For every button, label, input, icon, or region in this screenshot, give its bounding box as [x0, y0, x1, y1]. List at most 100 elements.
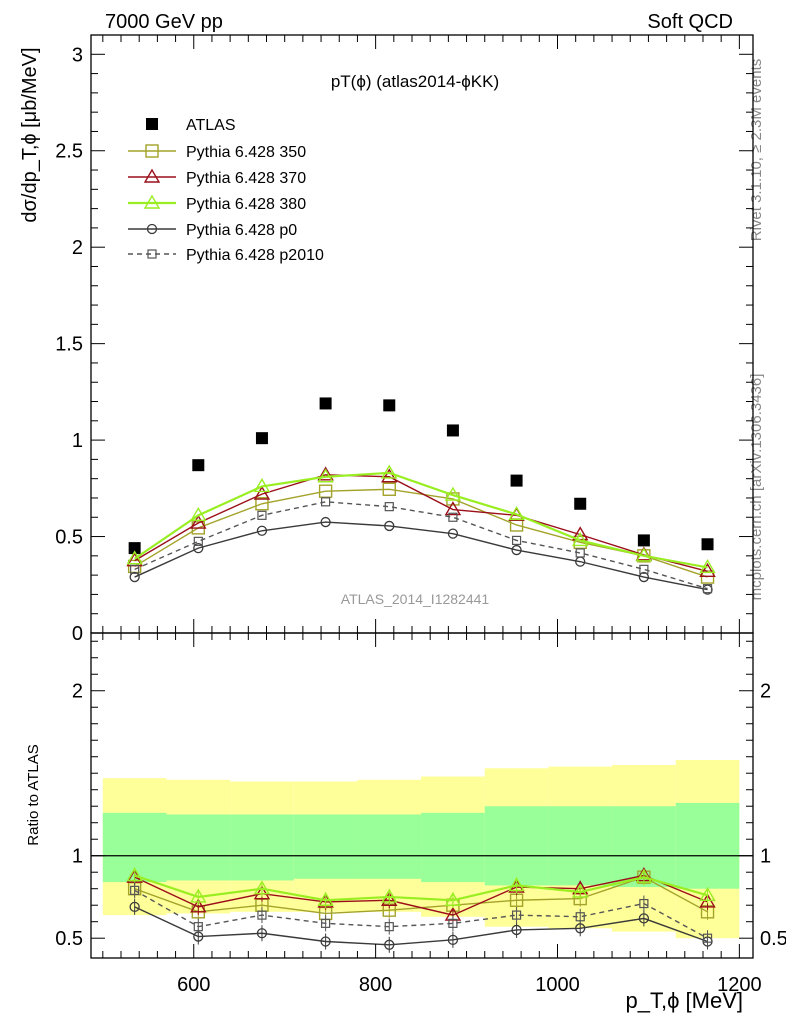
main-point-5-8 [639, 564, 649, 574]
main-point-2-9 [699, 562, 716, 577]
main-ytick-label-3: 1.5 [55, 334, 83, 356]
ratio-point-4-7 [575, 912, 585, 922]
ratio-band-inner-5 [421, 812, 485, 883]
ratio-point-2-9 [699, 886, 716, 902]
legend-label-3: Pythia 6.428 380 [186, 196, 306, 213]
main-point-3-6 [508, 505, 525, 521]
ratio-point-1-4 [381, 891, 398, 906]
main-series-line-5 [134, 501, 708, 590]
ratio-band-inner-7 [548, 806, 613, 886]
ratio-point-2-1 [190, 888, 207, 903]
ratio-ytick-label-right-0: 0.5 [760, 928, 786, 950]
main-point-5-2 [257, 510, 267, 520]
header-left: 7000 GeV pp [105, 11, 223, 33]
legend-marker-1 [145, 144, 159, 158]
ratio-point-3-6 [511, 924, 522, 936]
ratio-point-4-2 [257, 910, 267, 920]
main-series-line-4 [134, 521, 708, 591]
main-ytick-label-4: 2 [72, 237, 83, 259]
legend-label-1: Pythia 6.428 350 [186, 144, 306, 161]
ratio-xtick-label-2: 1000 [535, 974, 580, 996]
legend-label-5: Pythia 6.428 p2010 [186, 247, 324, 264]
legend-marker-0 [146, 118, 158, 130]
main-point-5-5 [448, 512, 458, 522]
main-ytick-label-2: 1 [72, 430, 83, 452]
main-point-3-4 [381, 464, 398, 479]
main-point-5-6 [511, 535, 522, 546]
main-point-4-8 [638, 571, 650, 583]
ratio-point-4-4 [384, 922, 394, 932]
main-series-line-2 [134, 474, 708, 572]
main-ylabel: dσ/dp_T,ϕ [μb/MeV] [19, 47, 41, 222]
ratio-point-3-4 [384, 939, 395, 950]
main-point-3-9 [699, 559, 716, 574]
main-point-1-3 [318, 484, 333, 498]
ratio-point-2-5 [444, 891, 462, 906]
main-point-3-8 [635, 547, 653, 562]
ratio-band-inner-9 [675, 802, 740, 889]
ratio-point-4-5 [448, 918, 458, 928]
ratio-point-3-3 [320, 936, 331, 947]
ratio-band-inner-4 [357, 814, 422, 879]
main-point-0-1 [192, 459, 205, 472]
main-point-5-7 [575, 548, 585, 558]
main-point-3-3 [317, 468, 334, 483]
main-series-line-3 [134, 471, 708, 569]
main-ytick-label-0: 0 [72, 623, 83, 645]
ratio-point-4-9 [702, 933, 713, 943]
ratio-point-2-2 [253, 880, 271, 895]
main-point-5-1 [193, 536, 203, 546]
main-point-0-6 [510, 474, 523, 487]
ratio-xtick-label-0: 600 [177, 974, 210, 996]
watermark: ATLAS_2014_I1282441 [341, 591, 490, 607]
legend-label-4: Pythia 6.428 p0 [186, 222, 297, 239]
main-point-3-5 [444, 486, 462, 501]
main-point-0-9 [701, 538, 714, 551]
main-ytick-label-5: 2.5 [55, 141, 83, 163]
main-point-3-0 [126, 550, 143, 565]
main-point-1-2 [255, 497, 269, 511]
ratio-point-3-8 [638, 913, 650, 924]
ratio-ylabel: Ratio to ATLAS [25, 744, 42, 845]
mcplots-label: mcplots.cern.ch [arXiv:1306.3436] [748, 374, 765, 601]
legend-label-0: ATLAS [186, 117, 236, 134]
main-point-4-5 [447, 528, 459, 539]
main-point-3-2 [253, 478, 271, 493]
ratio-ytick-label-right-2: 2 [760, 681, 771, 703]
ratio-point-4-1 [193, 922, 203, 932]
main-point-5-0 [130, 564, 140, 574]
main-point-4-0 [129, 571, 140, 583]
xlabel: p_T,ϕ [MeV] [626, 988, 743, 1013]
ratio-ytick-label-left-2: 2 [72, 681, 83, 703]
ratio-frame [90, 632, 754, 959]
main-point-4-4 [384, 520, 395, 532]
main-point-0-7 [574, 497, 587, 510]
ratio-point-1-1 [190, 898, 207, 913]
main-point-1-4 [382, 482, 396, 496]
ratio-point-2-0 [126, 867, 143, 882]
ratio-point-2-6 [508, 877, 525, 892]
main-point-0-2 [255, 432, 268, 445]
ratio-xtick-label-3: 1200 [717, 974, 762, 996]
ratio-point-1-2 [253, 885, 271, 900]
ratio-point-3-2 [256, 928, 268, 939]
main-point-4-2 [256, 525, 268, 536]
ratio-point-3-5 [447, 934, 459, 946]
ratio-band-inner-6 [484, 806, 549, 886]
ratio-ytick-label-right-1: 1 [760, 846, 771, 868]
main-point-5-4 [384, 502, 394, 512]
main-point-4-3 [320, 516, 331, 528]
ratio-point-2-3 [317, 891, 334, 906]
main-point-0-8 [637, 534, 650, 547]
ratio-ytick-label-left-0: 0.5 [55, 928, 83, 950]
main-point-2-2 [253, 485, 271, 500]
main-point-0-3 [319, 397, 332, 410]
ratio-point-4-3 [321, 918, 331, 928]
ratio-point-4-6 [511, 910, 522, 920]
main-point-2-4 [381, 468, 398, 483]
rivet-label: Rivet 3.1.10, ≥ 2.3M events [748, 59, 765, 242]
main-point-0-5 [446, 424, 459, 437]
main-panel: pT(ϕ) (atlas2014-ϕKK) ATLAS_2014_I1282441… [19, 34, 754, 645]
ratio-point-2-4 [381, 888, 398, 903]
